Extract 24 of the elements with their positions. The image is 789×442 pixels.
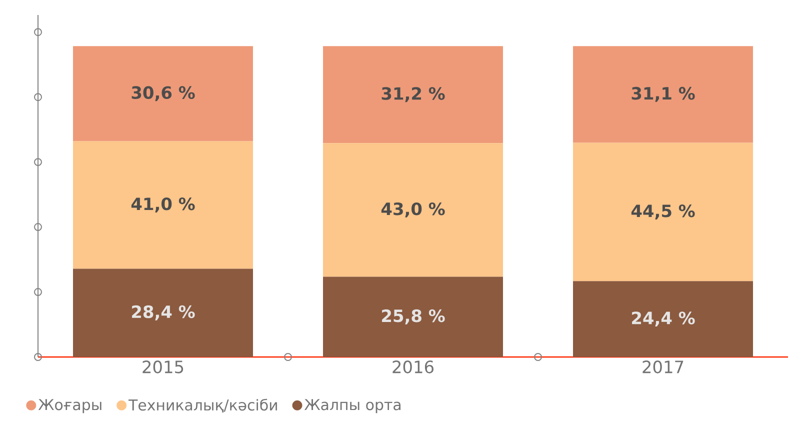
bar: [573, 281, 754, 357]
bar: [573, 142, 754, 282]
data-label: 30,6 %: [132, 86, 195, 102]
data-label: 28,4 %: [132, 305, 195, 320]
bar: [73, 268, 254, 357]
data-label: 31,2 %: [382, 87, 445, 102]
legend-label: Техникалық/кәсіби: [128, 398, 277, 412]
x-tick-label: 2015: [142, 360, 184, 374]
data-label: 24,4 %: [632, 312, 695, 327]
legend-label: Жалпы орта: [304, 399, 400, 414]
data-label: 31,1 %: [632, 86, 695, 102]
bar: [73, 141, 254, 269]
data-label: 25,8 %: [382, 309, 445, 324]
legend-label: Жоғары: [38, 399, 102, 414]
x-tick-label: 2017: [642, 360, 684, 374]
data-label: 43,0 %: [381, 202, 445, 218]
bar: [323, 46, 504, 144]
x-tick-label: 2016: [392, 360, 434, 374]
bar: [573, 46, 754, 143]
bar: [323, 143, 504, 277]
data-label: 44,5 %: [631, 204, 695, 220]
bar: [73, 46, 254, 142]
data-label: 41,0 %: [131, 197, 195, 212]
bar: [323, 276, 504, 357]
